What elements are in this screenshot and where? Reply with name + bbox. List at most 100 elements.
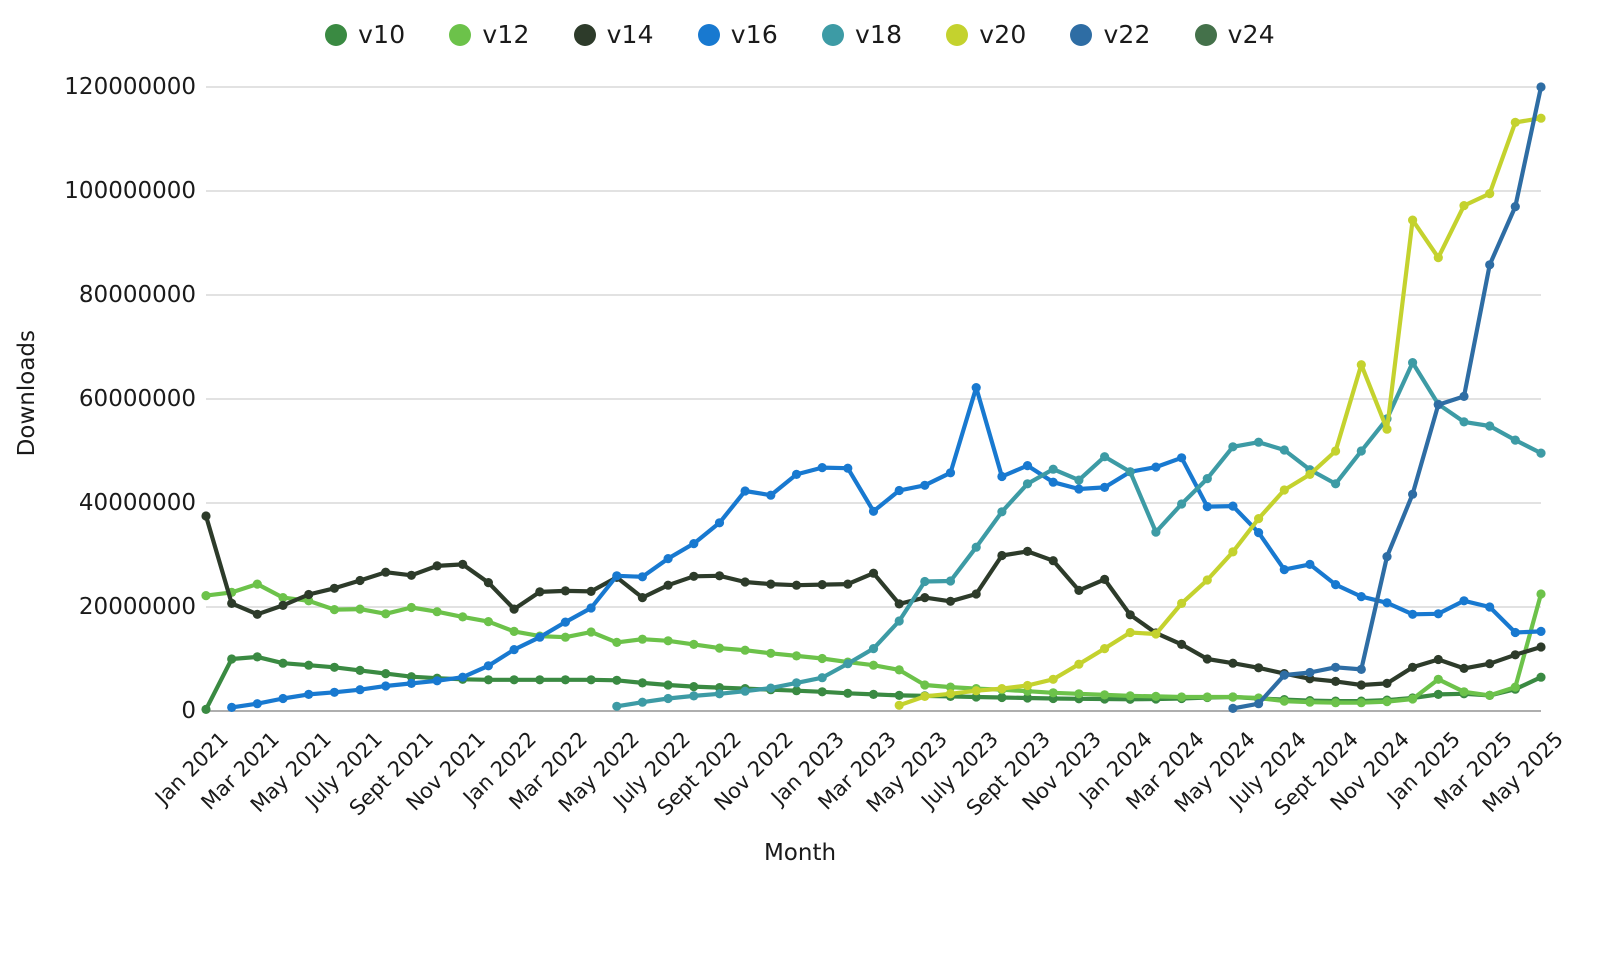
data-point[interactable]: [689, 571, 699, 581]
data-point[interactable]: [1485, 189, 1495, 199]
data-point[interactable]: [509, 675, 519, 685]
data-point[interactable]: [1459, 391, 1469, 401]
data-point[interactable]: [920, 576, 930, 587]
data-point[interactable]: [1536, 82, 1546, 92]
data-point[interactable]: [535, 587, 545, 597]
data-point[interactable]: [1510, 627, 1520, 638]
data-point[interactable]: [1485, 421, 1495, 431]
data-point[interactable]: [1228, 692, 1238, 702]
data-point[interactable]: [1202, 692, 1212, 702]
data-point[interactable]: [1331, 580, 1341, 590]
data-point[interactable]: [1356, 446, 1366, 456]
data-point[interactable]: [843, 463, 853, 473]
data-point[interactable]: [971, 686, 981, 696]
data-point[interactable]: [1408, 662, 1418, 672]
data-point[interactable]: [381, 609, 391, 619]
data-point[interactable]: [483, 675, 493, 685]
data-point[interactable]: [1459, 596, 1469, 606]
legend-item-v20[interactable]: v20: [946, 22, 1026, 47]
data-point[interactable]: [689, 691, 699, 701]
data-point[interactable]: [1048, 477, 1058, 487]
data-point[interactable]: [740, 577, 750, 587]
data-point[interactable]: [1536, 642, 1546, 652]
legend-item-v12[interactable]: v12: [449, 22, 529, 47]
data-point[interactable]: [381, 669, 391, 679]
data-point[interactable]: [868, 568, 879, 578]
data-point[interactable]: [509, 645, 519, 655]
data-point[interactable]: [791, 686, 802, 696]
data-point[interactable]: [714, 518, 725, 528]
data-point[interactable]: [381, 567, 391, 577]
data-point[interactable]: [329, 687, 339, 697]
data-point[interactable]: [1022, 680, 1033, 691]
data-point[interactable]: [1536, 626, 1546, 637]
data-point[interactable]: [1485, 659, 1495, 669]
data-point[interactable]: [406, 602, 416, 613]
data-point[interactable]: [1459, 201, 1469, 211]
data-point[interactable]: [1022, 479, 1033, 489]
data-point[interactable]: [1048, 688, 1058, 698]
data-point[interactable]: [1459, 687, 1469, 697]
data-point[interactable]: [586, 627, 596, 637]
data-point[interactable]: [252, 609, 262, 619]
data-point[interactable]: [945, 596, 956, 606]
data-point[interactable]: [1100, 452, 1110, 462]
data-point[interactable]: [920, 680, 930, 690]
data-point[interactable]: [1485, 260, 1495, 270]
legend-item-v24[interactable]: v24: [1194, 22, 1275, 47]
legend-item-v22[interactable]: v22: [1070, 22, 1150, 47]
data-point[interactable]: [278, 600, 288, 611]
data-point[interactable]: [612, 701, 622, 711]
data-point[interactable]: [355, 575, 365, 586]
data-point[interactable]: [1100, 574, 1110, 585]
data-point[interactable]: [1074, 484, 1084, 494]
data-point[interactable]: [894, 665, 904, 675]
data-point[interactable]: [1279, 485, 1289, 495]
data-point[interactable]: [663, 693, 673, 704]
data-point[interactable]: [843, 659, 853, 669]
data-point[interactable]: [1048, 556, 1058, 566]
data-point[interactable]: [1151, 629, 1161, 639]
data-point[interactable]: [509, 626, 519, 637]
data-point[interactable]: [509, 604, 519, 614]
data-point[interactable]: [1177, 639, 1187, 650]
data-point[interactable]: [227, 702, 237, 713]
data-point[interactable]: [791, 469, 802, 479]
data-point[interactable]: [817, 463, 827, 473]
data-point[interactable]: [1074, 659, 1084, 669]
data-point[interactable]: [894, 616, 904, 626]
data-point[interactable]: [1382, 552, 1392, 562]
data-point[interactable]: [817, 673, 827, 683]
data-point[interactable]: [1305, 667, 1315, 678]
data-point[interactable]: [1433, 674, 1443, 684]
data-point[interactable]: [791, 580, 802, 590]
data-point[interactable]: [1254, 528, 1264, 538]
data-point[interactable]: [1356, 680, 1366, 690]
data-point[interactable]: [1100, 482, 1110, 492]
data-point[interactable]: [817, 687, 827, 697]
data-point[interactable]: [1408, 215, 1418, 225]
data-point[interactable]: [483, 617, 493, 627]
data-point[interactable]: [278, 593, 288, 603]
data-point[interactable]: [1022, 693, 1033, 703]
data-point[interactable]: [560, 586, 571, 596]
data-point[interactable]: [612, 637, 622, 648]
data-point[interactable]: [1485, 602, 1495, 612]
data-point[interactable]: [1074, 475, 1084, 485]
data-point[interactable]: [920, 593, 930, 603]
data-point[interactable]: [432, 607, 442, 617]
data-point[interactable]: [1151, 527, 1161, 537]
data-point[interactable]: [1433, 253, 1443, 263]
data-point[interactable]: [1254, 699, 1264, 709]
data-point[interactable]: [1228, 703, 1238, 714]
data-point[interactable]: [766, 490, 776, 500]
data-point[interactable]: [740, 486, 750, 496]
data-point[interactable]: [483, 661, 493, 671]
data-point[interactable]: [637, 593, 648, 603]
data-point[interactable]: [432, 561, 442, 571]
data-point[interactable]: [1459, 663, 1469, 674]
data-point[interactable]: [817, 653, 827, 664]
data-point[interactable]: [1510, 117, 1520, 127]
data-point[interactable]: [201, 704, 211, 715]
data-point[interactable]: [1022, 461, 1033, 471]
